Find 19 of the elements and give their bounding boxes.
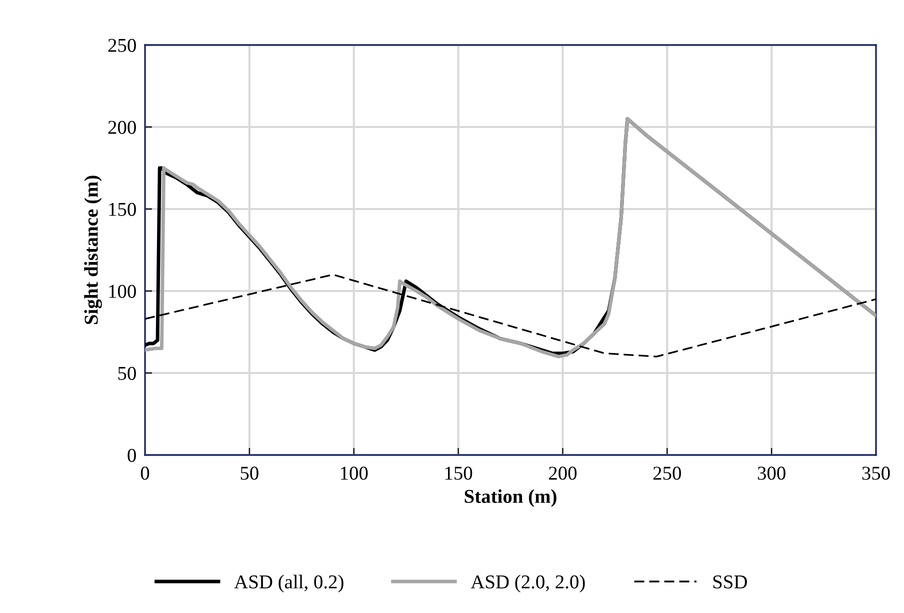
- y-tick-label: 50: [118, 366, 136, 380]
- x-tick-label: 0: [140, 466, 150, 480]
- x-tick-label: 300: [758, 466, 786, 480]
- x-axis-title: Station (m): [464, 489, 556, 507]
- y-tick-label: 150: [109, 202, 136, 216]
- y-tick-label: 200: [108, 120, 136, 134]
- x-tick-label: 150: [445, 466, 472, 480]
- legend-label: ASD (2.0, 2.0): [470, 574, 585, 592]
- x-tick-label: 50: [240, 466, 258, 480]
- x-tick-label: 100: [340, 466, 368, 480]
- x-tick-label: 200: [548, 466, 577, 480]
- y-axis-title: Sight distance (m): [84, 176, 102, 324]
- y-tick-label: 100: [109, 284, 136, 298]
- y-tick-label: 0: [128, 448, 136, 462]
- legend-label: SSD: [713, 575, 747, 588]
- y-tick-label: 250: [108, 38, 136, 52]
- x-tick-label: 250: [653, 466, 681, 480]
- legend-label: ASD (all, 0.2): [234, 574, 344, 592]
- x-tick-label: 350: [862, 466, 890, 480]
